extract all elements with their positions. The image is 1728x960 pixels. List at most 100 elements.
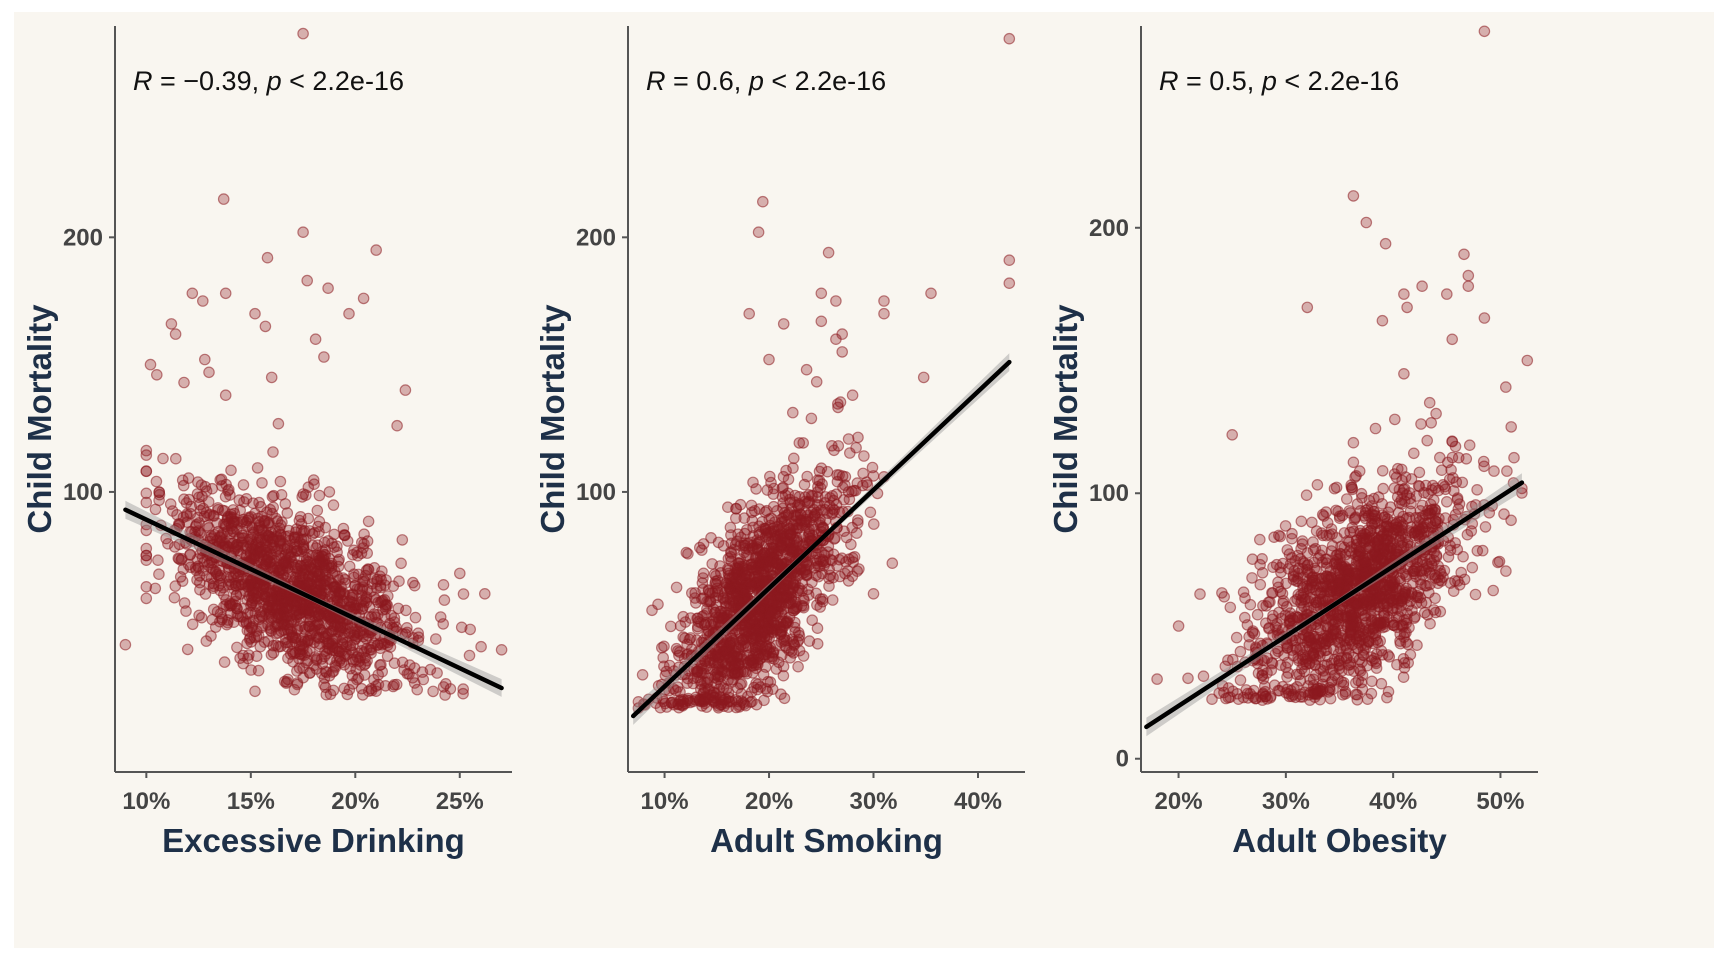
data-point (464, 623, 476, 636)
data-point (165, 318, 178, 330)
data-point (1339, 639, 1352, 651)
data-point (816, 478, 828, 490)
data-point (297, 540, 310, 553)
data-point (362, 515, 375, 528)
data-point (408, 677, 421, 689)
data-point (839, 470, 852, 483)
x-axis-title: Excessive Drinking (162, 822, 465, 859)
data-point (1413, 466, 1426, 479)
data-point (1424, 498, 1437, 511)
data-point (1395, 599, 1408, 611)
data-point (1306, 516, 1318, 529)
data-point (164, 498, 177, 510)
data-point (365, 644, 377, 656)
data-point (1434, 564, 1446, 577)
data-point (769, 516, 781, 528)
data-point (670, 581, 683, 594)
data-point (1172, 620, 1185, 632)
data-point (850, 441, 862, 454)
data-point (750, 538, 763, 550)
data-point (390, 678, 403, 691)
x-tick-label: 30% (849, 788, 897, 815)
data-point (1295, 515, 1308, 528)
data-point (1397, 652, 1410, 665)
data-point (1415, 418, 1427, 430)
data-point (917, 371, 930, 384)
data-point (1369, 655, 1382, 668)
data-point (846, 551, 859, 564)
p-value: < 2.2e-16 (282, 66, 404, 96)
data-point (1224, 601, 1237, 614)
data-point (1347, 190, 1360, 202)
data-point (823, 580, 835, 592)
data-point (269, 620, 282, 633)
x-tick-label: 20% (1155, 788, 1203, 815)
data-point (1300, 489, 1313, 501)
data-point (1266, 587, 1279, 599)
data-point (236, 529, 249, 542)
data-point (357, 292, 370, 305)
data-point (217, 193, 230, 205)
data-point (802, 509, 814, 522)
data-point (327, 581, 340, 593)
data-point (720, 697, 733, 709)
p-symbol: p (1261, 66, 1277, 96)
data-point (243, 633, 256, 645)
data-point (691, 622, 704, 635)
data-point (1261, 693, 1273, 705)
data-point (786, 406, 799, 419)
data-point (681, 677, 693, 689)
data-point (224, 598, 237, 611)
data-point (399, 384, 412, 396)
data-point (150, 475, 163, 488)
data-point (821, 465, 834, 478)
data-point (1410, 490, 1423, 502)
x-tick-label: 20% (745, 788, 793, 815)
data-point (1478, 312, 1491, 324)
data-point (720, 644, 732, 657)
data-point (280, 677, 293, 689)
data-point (144, 358, 157, 371)
data-point (1397, 671, 1410, 683)
data-point (431, 667, 443, 679)
data-point (396, 534, 409, 546)
data-point (1419, 579, 1431, 592)
data-point (212, 502, 224, 514)
data-point (1450, 476, 1463, 488)
data-point (817, 554, 829, 566)
data-point (695, 544, 708, 556)
data-point (815, 504, 828, 516)
data-point (265, 371, 278, 384)
data-point (478, 587, 491, 600)
data-point (853, 563, 865, 575)
data-point (1406, 604, 1418, 617)
data-point (275, 596, 288, 609)
data-point (1452, 503, 1465, 515)
data-point (434, 611, 447, 623)
data-point (787, 462, 799, 474)
data-point (739, 699, 752, 712)
data-point (664, 620, 677, 633)
data-point (719, 659, 731, 671)
data-point (1222, 691, 1235, 704)
data-point (857, 467, 869, 480)
data-point (140, 496, 153, 509)
data-point (225, 578, 238, 591)
data-point (140, 554, 153, 566)
data-point (1376, 464, 1389, 477)
data-point (1500, 381, 1512, 393)
data-point (323, 552, 335, 565)
data-point (411, 683, 423, 696)
data-point (845, 538, 857, 551)
data-point (763, 353, 775, 366)
data-point (180, 510, 193, 522)
data-point (294, 570, 306, 582)
y-tick-label: 100 (1089, 480, 1129, 507)
data-point (182, 472, 195, 484)
data-point (355, 596, 368, 608)
data-point (288, 531, 301, 543)
data-point (1234, 645, 1247, 658)
data-point (776, 584, 789, 596)
data-point (646, 604, 658, 617)
data-point (856, 479, 869, 492)
